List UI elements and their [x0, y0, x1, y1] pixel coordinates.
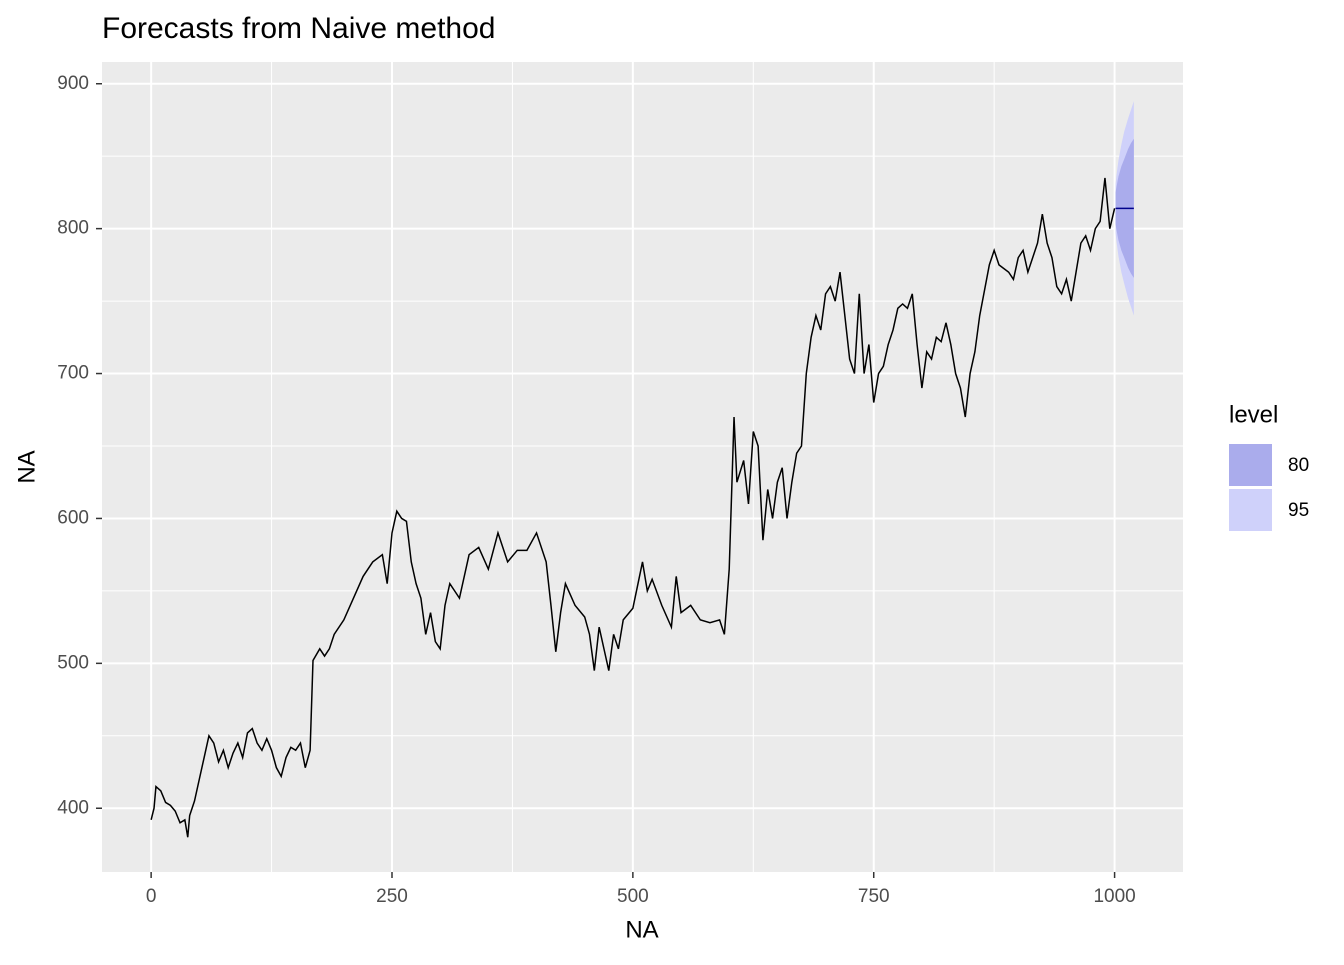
y-tick-label: 600: [57, 507, 89, 528]
legend-title: level: [1229, 401, 1278, 428]
y-axis-label: NA: [13, 450, 40, 483]
chart-title: Forecasts from Naive method: [102, 12, 495, 45]
y-tick-label: 500: [57, 652, 89, 673]
panel: [102, 62, 1183, 872]
y-tick-label: 900: [57, 73, 89, 94]
x-tick-label: 1000: [1093, 886, 1135, 907]
legend-label: 80: [1288, 455, 1309, 476]
y-tick-label: 800: [57, 218, 89, 239]
x-tick-label: 0: [146, 886, 157, 907]
y-tick-label: 700: [57, 363, 89, 384]
history-line: [150, 177, 1116, 838]
legend-label: 95: [1288, 500, 1309, 521]
y-tick-label: 400: [57, 797, 89, 818]
legend-key: [1229, 444, 1272, 486]
x-tick-label: 500: [617, 886, 649, 907]
legend-key: [1229, 489, 1272, 531]
x-tick-label: 250: [376, 886, 408, 907]
x-axis-label: NA: [625, 916, 658, 943]
x-tick-label: 750: [858, 886, 890, 907]
